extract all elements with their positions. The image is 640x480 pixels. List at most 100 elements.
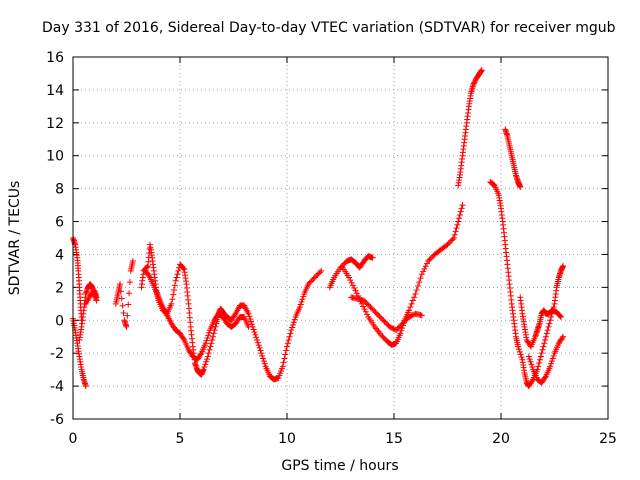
data-point [456,211,463,218]
data-point [539,346,546,353]
data-point [289,321,296,328]
data-point [373,310,380,317]
data-point [313,273,320,280]
data-point [409,312,416,319]
data-point [557,312,564,319]
data-point [297,301,304,308]
data-point [448,237,455,244]
data-point [540,343,547,350]
data-point [316,269,323,276]
data-point [526,356,533,363]
data-point [93,294,100,301]
data-point [536,356,543,363]
series-s8 [326,253,376,291]
data-point [125,301,132,308]
y-tick-label: 16 [46,50,64,66]
data-point [408,300,415,307]
data-point [175,267,182,274]
data-point [118,295,125,302]
data-point [409,297,416,304]
data-point [478,67,485,74]
data-point [517,351,524,358]
data-point [372,309,379,316]
data-point [380,317,387,324]
data-point [542,333,549,340]
data-point [205,332,212,339]
y-tick-label: 10 [46,149,64,165]
data-point [405,307,412,314]
data-point [260,358,267,365]
data-point [364,311,371,318]
data-point [544,327,551,334]
data-point [525,353,532,360]
data-point [180,265,187,272]
data-point [257,347,264,354]
data-point [123,323,130,330]
data-point [459,202,466,209]
data-point [311,274,318,281]
data-point [515,343,522,350]
x-tick-label: 25 [599,431,617,447]
data-point [212,323,219,330]
data-point [146,273,153,280]
series-s7 [142,267,252,363]
data-point [364,301,371,308]
grid-lines [73,57,608,419]
data-point [429,254,436,261]
data-point [518,354,525,361]
data-point [545,323,552,330]
data-point [361,297,368,304]
data-point [536,360,543,367]
data-point [171,286,178,293]
data-point [398,327,405,334]
x-tick-label: 5 [176,431,185,447]
data-point [200,366,207,373]
y-tick-label: 6 [55,215,64,231]
data-point [447,238,454,245]
data-point [449,236,456,243]
data-point [253,334,260,341]
data-point [117,281,124,288]
data-point [209,337,216,344]
data-point [397,330,404,337]
data-point [255,342,262,349]
data-point [454,221,461,228]
data-point [168,300,175,307]
data-point [318,267,325,274]
data-point [144,263,151,270]
chart-title: Day 331 of 2016, Sidereal Day-to-day VTE… [42,20,616,36]
data-point [120,310,127,317]
data-point [117,288,124,295]
data-point [248,321,255,328]
data-point [298,298,305,305]
data-point [547,363,554,370]
data-point [396,323,403,330]
series-s14 [517,294,564,350]
data-point [245,310,252,317]
data-point [371,308,378,315]
data-point [560,262,567,269]
data-point [172,277,179,284]
data-point [346,274,353,281]
data-point [247,315,254,322]
data-point [456,215,463,222]
data-point [541,340,548,347]
data-point [204,353,211,360]
data-point [315,270,322,277]
data-point [416,279,423,286]
data-point [341,260,348,267]
data-point [403,316,410,323]
data-point [284,340,291,347]
data-point [254,337,261,344]
data-point [548,360,555,367]
y-tick-label: -6 [50,412,64,428]
data-point [82,383,89,390]
y-tick-label: 2 [55,280,64,296]
data-point [300,293,307,300]
data-point [369,254,376,261]
data-point [261,360,268,367]
data-point [382,319,389,326]
data-point [360,303,367,310]
data-point [352,287,359,294]
data-point [348,279,355,286]
